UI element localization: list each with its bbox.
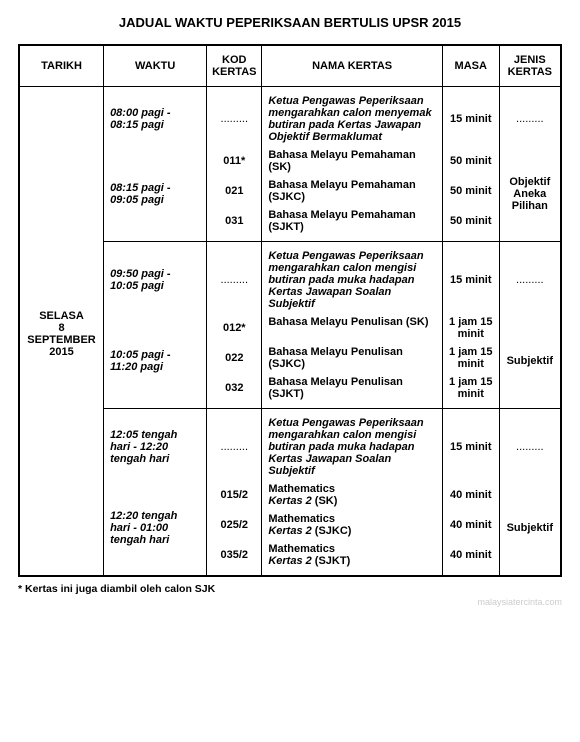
nama-cell: Bahasa Melayu Pemahaman (SJKC) [262,176,443,206]
masa-cell: 1 jam 15 minit [442,313,499,343]
waktu-cell: 08:15 pagi - 09:05 pagi [104,146,207,242]
kod-cell: 011* [207,146,262,176]
waktu-cell: 09:50 pagi - 10:05 pagi [104,242,207,314]
waktu-cell: 10:05 pagi - 11:20 pagi [104,313,207,409]
nama-cell: Bahasa Melayu Penulisan (SK) [262,313,443,343]
kod-cell: 025/2 [207,510,262,540]
kod-cell: 012* [207,313,262,343]
masa-cell: 50 minit [442,176,499,206]
jenis-cell: ......... [499,87,561,147]
jenis-cell: ......... [499,409,561,481]
masa-cell: 15 minit [442,87,499,147]
jenis-cell: Objektif Aneka Pilihan [499,146,561,242]
header-kod: KOD KERTAS [207,45,262,87]
kod-cell: 035/2 [207,540,262,576]
masa-cell: 40 minit [442,480,499,510]
kod-cell: 032 [207,373,262,409]
kod-cell: 031 [207,206,262,242]
waktu-cell: 12:05 tengah hari - 12:20 tengah hari [104,409,207,481]
nama-cell: Ketua Pengawas Peperiksaan mengarahkan c… [262,409,443,481]
waktu-cell: 08:00 pagi - 08:15 pagi [104,87,207,147]
masa-cell: 40 minit [442,510,499,540]
page-title: JADUAL WAKTU PEPERIKSAAN BERTULIS UPSR 2… [18,15,562,30]
masa-cell: 15 minit [442,242,499,314]
jenis-cell: Subjektif [499,480,561,576]
table-body: SELASA8SEPTEMBER201508:00 pagi - 08:15 p… [19,87,561,577]
header-masa: MASA [442,45,499,87]
kod-cell: ......... [207,409,262,481]
masa-cell: 50 minit [442,206,499,242]
masa-cell: 40 minit [442,540,499,576]
nama-cell: Ketua Pengawas Peperiksaan mengarahkan c… [262,87,443,147]
header-waktu: WAKTU [104,45,207,87]
nama-cell: Ketua Pengawas Peperiksaan mengarahkan c… [262,242,443,314]
jenis-cell: ......... [499,242,561,314]
masa-cell: 50 minit [442,146,499,176]
kod-cell: 015/2 [207,480,262,510]
nama-cell: Bahasa Melayu Penulisan (SJKC) [262,343,443,373]
nama-cell: MathematicsKertas 2 (SK) [262,480,443,510]
nama-cell: Bahasa Melayu Pemahaman (SK) [262,146,443,176]
nama-cell: MathematicsKertas 2 (SJKT) [262,540,443,576]
masa-cell: 15 minit [442,409,499,481]
kod-cell: 022 [207,343,262,373]
tarikh-cell: SELASA8SEPTEMBER2015 [19,87,104,577]
schedule-table: TARIKH WAKTU KOD KERTAS NAMA KERTAS MASA… [18,44,562,577]
table-row: SELASA8SEPTEMBER201508:00 pagi - 08:15 p… [19,87,561,147]
watermark: malaysiatercinta.com [18,597,562,607]
header-tarikh: TARIKH [19,45,104,87]
footnote: * Kertas ini juga diambil oleh calon SJK [18,583,562,595]
header-row: TARIKH WAKTU KOD KERTAS NAMA KERTAS MASA… [19,45,561,87]
nama-cell: Bahasa Melayu Pemahaman (SJKT) [262,206,443,242]
header-jenis: JENIS KERTAS [499,45,561,87]
kod-cell: ......... [207,242,262,314]
nama-cell: MathematicsKertas 2 (SJKC) [262,510,443,540]
jenis-cell: Subjektif [499,313,561,409]
waktu-cell: 12:20 tengah hari - 01:00 tengah hari [104,480,207,576]
kod-cell: ......... [207,87,262,147]
masa-cell: 1 jam 15 minit [442,343,499,373]
kod-cell: 021 [207,176,262,206]
nama-cell: Bahasa Melayu Penulisan (SJKT) [262,373,443,409]
header-nama: NAMA KERTAS [262,45,443,87]
masa-cell: 1 jam 15 minit [442,373,499,409]
